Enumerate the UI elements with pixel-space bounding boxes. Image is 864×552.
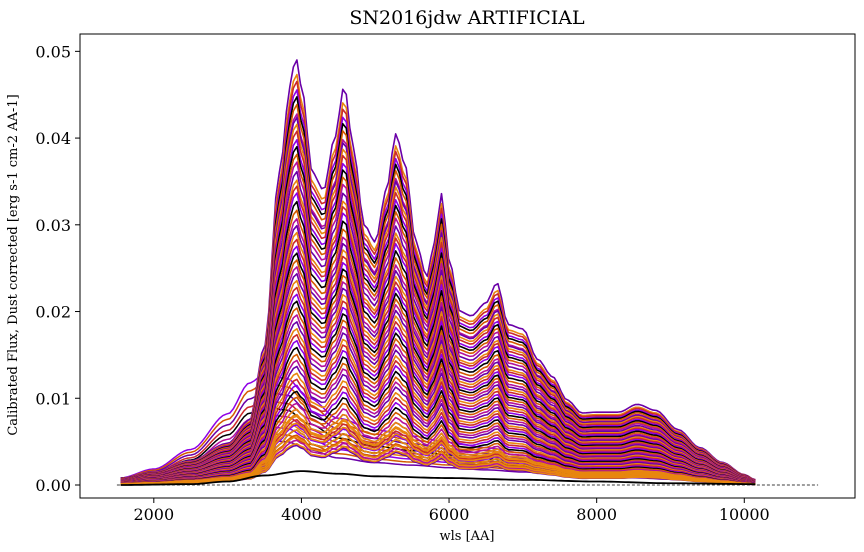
- spectrum-line: [120, 200, 756, 483]
- axes-group: 2000 4000 6000 8000 10000 0.00 0.01 0.02 0.03 0.0…: [35, 33, 856, 524]
- y-tick-label: 0.02: [35, 303, 71, 322]
- x-tick-label: 8000: [576, 505, 617, 524]
- x-tick-label: 6000: [429, 505, 470, 524]
- spectrum-line: [120, 170, 756, 482]
- lowest-spectrum-line: [120, 470, 756, 486]
- y-tick-label: 0.04: [35, 129, 71, 148]
- spectrum-line: [120, 192, 756, 483]
- spectrum-line: [120, 103, 756, 482]
- y-tick-label: 0.01: [35, 389, 71, 408]
- x-tick-label: 4000: [281, 505, 322, 524]
- plot-frame: [79, 33, 856, 499]
- spectrum-line: [120, 130, 756, 482]
- x-tick-label: 2000: [133, 505, 174, 524]
- spectrum-line: [120, 80, 756, 481]
- series-group: [116, 59, 819, 486]
- y-tick-label: 0.00: [35, 476, 71, 495]
- y-tick-label: 0.03: [35, 216, 71, 235]
- spectrum-line: [120, 161, 756, 482]
- y-axis-label: Calibrated Flux, Dust corrected [erg s-1…: [6, 94, 21, 435]
- y-tick-label: 0.05: [35, 42, 71, 61]
- x-tick-label: 10000: [719, 505, 770, 524]
- spectrum-line: [120, 59, 756, 481]
- chart-title: SN2016jdw ARTIFICIAL: [349, 7, 585, 29]
- spectrum-line: [120, 209, 756, 483]
- x-axis-label: wls [AA]: [439, 529, 494, 544]
